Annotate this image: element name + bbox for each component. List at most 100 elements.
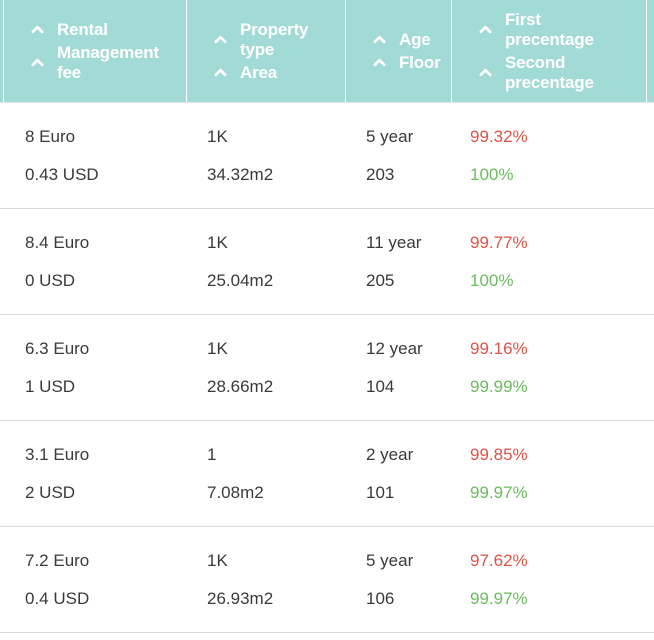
age-value: 11 year xyxy=(366,232,422,252)
cell-age-floor: 12 year 104 xyxy=(345,315,451,420)
sort-field-floor[interactable]: Floor xyxy=(373,53,441,73)
row-right-spacer xyxy=(646,527,654,632)
property-type-value: 1 xyxy=(207,444,217,464)
age-value: 5 year xyxy=(366,126,414,146)
header-field-label: First precentage xyxy=(505,9,594,49)
rental-value: 7.2 Euro xyxy=(25,550,90,570)
floor-value: 205 xyxy=(366,270,395,290)
area-value: 34.32m2 xyxy=(207,164,274,184)
cell-property-type-area: 1K 28.66m2 xyxy=(186,315,345,420)
header-field-label: Age xyxy=(399,29,431,49)
first-precentage-value: 99.85% xyxy=(470,444,528,464)
row-right-spacer xyxy=(646,315,654,420)
area-value: 7.08m2 xyxy=(207,482,264,502)
cell-age-floor: 5 year 106 xyxy=(345,527,451,632)
header-right-spacer xyxy=(646,0,654,102)
management-fee-value: 1 USD xyxy=(25,376,76,396)
chevron-up-icon[interactable] xyxy=(373,35,386,44)
area-value: 26.93m2 xyxy=(207,588,274,608)
header-field-label: Property type xyxy=(240,19,309,59)
sort-field-property-type[interactable]: Property type xyxy=(214,20,345,60)
second-precentage-value: 99.97% xyxy=(470,588,528,608)
rental-value: 8 Euro xyxy=(25,126,76,146)
second-precentage-value: 100% xyxy=(470,270,514,290)
header-field-label: Second precentage xyxy=(505,52,594,92)
first-precentage-value: 99.16% xyxy=(470,338,528,358)
second-precentage-value: 100% xyxy=(470,164,514,184)
chevron-up-icon[interactable] xyxy=(214,68,227,77)
cell-property-type-area: 1K 34.32m2 xyxy=(186,103,345,208)
management-fee-value: 2 USD xyxy=(25,482,76,502)
cell-percentages: 97.62% 99.97% xyxy=(451,527,646,632)
property-type-value: 1K xyxy=(207,550,228,570)
table-row: 7.2 Euro 0.4 USD 1K 26.93m2 5 year 106 9… xyxy=(0,527,654,633)
header-field-label: Rental xyxy=(57,19,108,39)
cell-age-floor: 2 year 101 xyxy=(345,421,451,526)
property-type-value: 1K xyxy=(207,126,228,146)
row-right-spacer xyxy=(646,103,654,208)
cell-rental-management-fee: 8 Euro 0.43 USD xyxy=(3,103,186,208)
table-header: Rental Management fee Property type Area xyxy=(0,0,654,103)
cell-percentages: 99.16% 99.99% xyxy=(451,315,646,420)
chevron-up-icon[interactable] xyxy=(479,25,492,34)
header-col-age-floor: Age Floor xyxy=(345,0,451,102)
chevron-up-icon[interactable] xyxy=(31,58,44,67)
area-value: 28.66m2 xyxy=(207,376,274,396)
table-body: 8 Euro 0.43 USD 1K 34.32m2 5 year 203 99… xyxy=(0,103,654,633)
first-precentage-value: 99.32% xyxy=(470,126,528,146)
cell-property-type-area: 1K 26.93m2 xyxy=(186,527,345,632)
table-row: 8 Euro 0.43 USD 1K 34.32m2 5 year 203 99… xyxy=(0,103,654,209)
table-row: 8.4 Euro 0 USD 1K 25.04m2 11 year 205 99… xyxy=(0,209,654,315)
header-col-property-type-area: Property type Area xyxy=(186,0,345,102)
cell-age-floor: 5 year 203 xyxy=(345,103,451,208)
header-field-label: Area xyxy=(240,62,278,82)
cell-property-type-area: 1 7.08m2 xyxy=(186,421,345,526)
sort-field-second-precentage[interactable]: Second precentage xyxy=(479,53,617,93)
property-type-value: 1K xyxy=(207,232,228,252)
management-fee-value: 0.43 USD xyxy=(25,164,99,184)
management-fee-value: 0 USD xyxy=(25,270,76,290)
chevron-up-icon[interactable] xyxy=(373,58,386,67)
area-value: 25.04m2 xyxy=(207,270,274,290)
sort-field-rental[interactable]: Rental xyxy=(31,20,169,40)
rental-value: 8.4 Euro xyxy=(25,232,90,252)
property-type-value: 1K xyxy=(207,338,228,358)
row-right-spacer xyxy=(646,421,654,526)
age-value: 12 year xyxy=(366,338,423,358)
rental-value: 6.3 Euro xyxy=(25,338,90,358)
cell-property-type-area: 1K 25.04m2 xyxy=(186,209,345,314)
cell-rental-management-fee: 8.4 Euro 0 USD xyxy=(3,209,186,314)
second-precentage-value: 99.97% xyxy=(470,482,528,502)
age-value: 5 year xyxy=(366,550,414,570)
header-col-rental-management-fee: Rental Management fee xyxy=(3,0,186,102)
sort-field-age[interactable]: Age xyxy=(373,30,441,50)
cell-rental-management-fee: 6.3 Euro 1 USD xyxy=(3,315,186,420)
management-fee-value: 0.4 USD xyxy=(25,588,90,608)
chevron-up-icon[interactable] xyxy=(479,68,492,77)
floor-value: 203 xyxy=(366,164,395,184)
second-precentage-value: 99.99% xyxy=(470,376,528,396)
sort-field-management-fee[interactable]: Management fee xyxy=(31,43,169,83)
header-field-label: Floor xyxy=(399,52,441,72)
table-row: 6.3 Euro 1 USD 1K 28.66m2 12 year 104 99… xyxy=(0,315,654,421)
first-precentage-value: 99.77% xyxy=(470,232,528,252)
cell-rental-management-fee: 7.2 Euro 0.4 USD xyxy=(3,527,186,632)
table-row: 3.1 Euro 2 USD 1 7.08m2 2 year 101 99.85… xyxy=(0,421,654,527)
cell-percentages: 99.77% 100% xyxy=(451,209,646,314)
rental-value: 3.1 Euro xyxy=(25,444,90,464)
cell-percentages: 99.32% 100% xyxy=(451,103,646,208)
cell-percentages: 99.85% 99.97% xyxy=(451,421,646,526)
floor-value: 104 xyxy=(366,376,395,396)
chevron-up-icon[interactable] xyxy=(31,25,44,34)
sort-field-first-precentage[interactable]: First precentage xyxy=(479,10,617,50)
cell-age-floor: 11 year 205 xyxy=(345,209,451,314)
header-col-percentages: First precentage Second precentage xyxy=(451,0,646,102)
floor-value: 106 xyxy=(366,588,395,608)
header-field-label: Management fee xyxy=(57,42,159,82)
sort-field-area[interactable]: Area xyxy=(214,63,345,83)
floor-value: 101 xyxy=(366,482,395,502)
first-precentage-value: 97.62% xyxy=(470,550,528,570)
chevron-up-icon[interactable] xyxy=(214,35,227,44)
cell-rental-management-fee: 3.1 Euro 2 USD xyxy=(3,421,186,526)
